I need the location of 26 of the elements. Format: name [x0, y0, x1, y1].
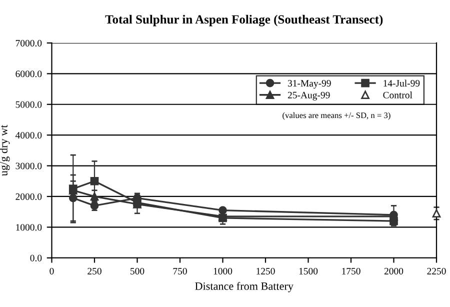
legend-label: Control	[383, 92, 412, 98]
y-tick-label: 4000.0	[15, 132, 42, 139]
x-tick-label: 1500	[299, 268, 318, 274]
legend-label: 31-May-99	[288, 80, 331, 89]
y-tick-label: 1000.0	[16, 224, 42, 231]
chart-title: Total Sulphur in Aspen Foliage (Southeast Transect)	[105, 14, 383, 26]
x-tick-label: 250	[88, 268, 102, 274]
x-tick-label: 1750	[342, 268, 360, 274]
x-tick-label: 2000	[384, 268, 404, 274]
y-tick-label: 2000.0	[16, 193, 42, 200]
legend-label: 14-Jul-99	[384, 80, 420, 87]
x-tick-label: 0	[50, 268, 54, 274]
x-tick-label: 750	[173, 268, 187, 274]
y-tick-label: 0.0	[30, 254, 42, 262]
x-tick-label: 1250	[256, 268, 275, 274]
legend-label: 25-Aug-99	[288, 92, 330, 100]
x-axis-title: Distance from Battery	[195, 282, 294, 292]
y-tick-label: 3000.0	[16, 162, 42, 170]
y-tick-label: 7000.0	[16, 40, 42, 46]
x-tick-label: 2250	[427, 268, 446, 274]
x-tick-label: 500	[130, 268, 144, 274]
x-tick-label: 1000	[214, 268, 232, 274]
annotation: (values are means +/- SD, n = 3)	[282, 112, 390, 120]
y-axis-title: ug/g dry wt	[0, 124, 10, 176]
y-tick-label: 6000.0	[16, 70, 42, 78]
y-tick-label: 5000.0	[16, 101, 42, 108]
